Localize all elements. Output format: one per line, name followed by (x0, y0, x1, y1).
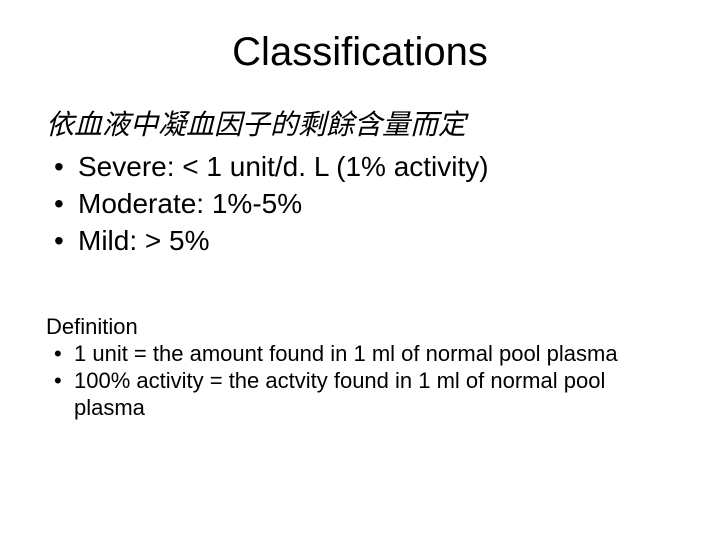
definition-list: 1 unit = the amount found in 1 ml of nor… (50, 341, 680, 421)
slide-title: Classifications (40, 30, 680, 75)
list-item: Mild: > 5% (50, 223, 680, 258)
slide: Classifications 依血液中凝血因子的剩餘含量而定 Severe: … (0, 0, 720, 540)
list-item: 100% activity = the actvity found in 1 m… (50, 368, 680, 421)
classification-list: Severe: < 1 unit/d. L (1% activity) Mode… (50, 149, 680, 258)
definition-heading: Definition (46, 314, 680, 340)
list-item: Severe: < 1 unit/d. L (1% activity) (50, 149, 680, 184)
list-item: Moderate: 1%-5% (50, 186, 680, 221)
subtitle-cjk: 依血液中凝血因子的剩餘含量而定 (46, 103, 680, 143)
list-item: 1 unit = the amount found in 1 ml of nor… (50, 341, 680, 367)
